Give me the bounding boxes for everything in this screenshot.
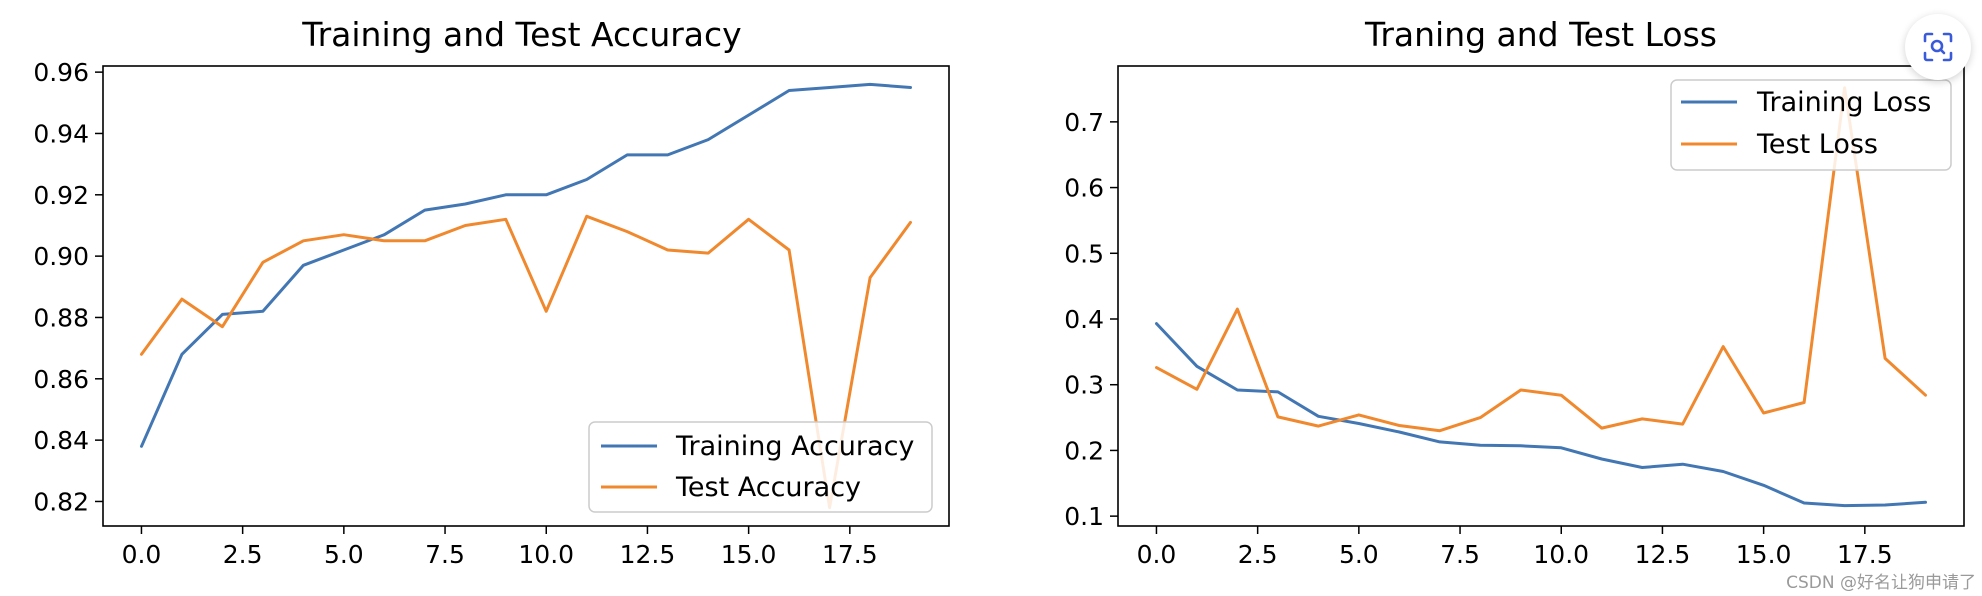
x-tick-label: 0.0 bbox=[1137, 540, 1177, 569]
y-tick-label: 0.84 bbox=[33, 426, 89, 455]
y-tick-label: 0.5 bbox=[1064, 239, 1104, 268]
legend-label-test-loss: Test Loss bbox=[1756, 129, 1878, 160]
y-tick-label: 0.4 bbox=[1064, 305, 1104, 334]
loss-legend-box bbox=[1670, 79, 1952, 171]
series-line-test-loss bbox=[1155, 86, 1927, 433]
legend-label-test-accuracy: Test Accuracy bbox=[675, 472, 861, 503]
series-line-test-accuracy bbox=[140, 214, 912, 510]
x-tick-label: 0.0 bbox=[122, 540, 162, 569]
accuracy-plot-frame bbox=[102, 65, 950, 527]
series-line-training-accuracy bbox=[140, 82, 912, 448]
x-tick-label: 5.0 bbox=[324, 540, 364, 569]
x-tick-label: 2.5 bbox=[223, 540, 263, 569]
y-tick-label: 0.94 bbox=[33, 119, 89, 148]
loss-chart-title: Traning and Test Loss bbox=[1364, 15, 1717, 54]
series-line-training-loss bbox=[1155, 322, 1927, 508]
x-tick-label: 15.0 bbox=[721, 540, 777, 569]
y-tick-label: 0.92 bbox=[33, 181, 89, 210]
accuracy-legend: Training Accuracy Test Accuracy bbox=[588, 421, 933, 513]
x-tick-label: 2.5 bbox=[1238, 540, 1278, 569]
loss-plot-frame bbox=[1117, 65, 1965, 527]
loss-legend: Training Loss Test Loss bbox=[1670, 79, 1952, 171]
x-tick-label: 7.5 bbox=[1440, 540, 1480, 569]
x-tick-label: 17.5 bbox=[1837, 540, 1893, 569]
y-tick-label: 0.1 bbox=[1064, 502, 1104, 531]
scan-button[interactable] bbox=[1905, 14, 1971, 80]
y-tick-label: 0.88 bbox=[33, 303, 89, 332]
accuracy-chart: Training and Test Accuracy 0.82 0.84 0.86 0… bbox=[33, 15, 950, 569]
y-tick-label: 0.96 bbox=[33, 58, 89, 87]
x-tick-label: 15.0 bbox=[1736, 540, 1792, 569]
accuracy-chart-title: Training and Test Accuracy bbox=[301, 15, 741, 54]
x-tick-label: 12.5 bbox=[1635, 540, 1691, 569]
x-tick-label: 10.0 bbox=[518, 540, 574, 569]
legend-label-training-loss: Training Loss bbox=[1756, 87, 1931, 118]
watermark: CSDN @好名让狗申请了 bbox=[1786, 573, 1976, 593]
y-tick-label: 0.90 bbox=[33, 242, 89, 271]
x-tick-label: 10.0 bbox=[1533, 540, 1589, 569]
y-tick-label: 0.7 bbox=[1064, 108, 1104, 137]
x-tick-label: 7.5 bbox=[425, 540, 465, 569]
y-tick-label: 0.6 bbox=[1064, 174, 1104, 203]
y-tick-label: 0.82 bbox=[33, 487, 89, 516]
x-tick-label: 5.0 bbox=[1339, 540, 1379, 569]
scan-icon bbox=[1923, 32, 1953, 62]
y-tick-label: 0.2 bbox=[1064, 436, 1104, 465]
x-tick-label: 12.5 bbox=[620, 540, 676, 569]
x-tick-label: 17.5 bbox=[822, 540, 878, 569]
loss-chart: Traning and Test Loss 0.1 0.2 0.3 0.4 0.5 0.6… bbox=[1064, 15, 1965, 569]
y-tick-label: 0.3 bbox=[1064, 371, 1104, 400]
accuracy-legend-box bbox=[588, 421, 933, 513]
y-tick-label: 0.86 bbox=[33, 365, 89, 394]
legend-label-training-accuracy: Training Accuracy bbox=[675, 431, 914, 462]
